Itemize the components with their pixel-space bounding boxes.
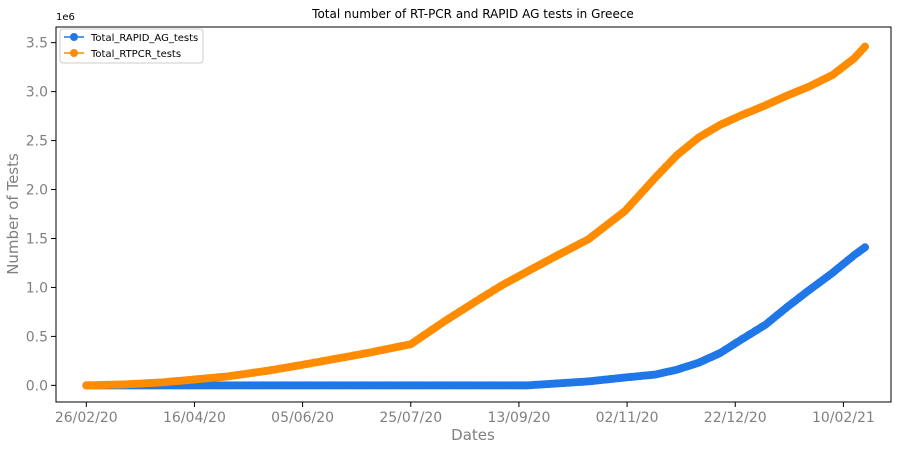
x-tick-label: 05/06/20 bbox=[271, 410, 334, 426]
x-tick-label: 25/07/20 bbox=[379, 410, 442, 426]
legend-marker-rapid bbox=[70, 33, 78, 41]
x-tick-label: 16/04/20 bbox=[163, 410, 226, 426]
y-tick-label: 2.0 bbox=[26, 183, 48, 199]
y-tick-label: 2.5 bbox=[26, 134, 48, 150]
data-point bbox=[861, 42, 869, 51]
x-axis-label: Dates bbox=[451, 426, 495, 444]
series-Total_RTPCR_tests bbox=[82, 42, 869, 390]
legend-box bbox=[59, 28, 204, 64]
x-tick-label: 02/11/20 bbox=[596, 410, 659, 426]
series-layer bbox=[82, 42, 869, 390]
y-tick-label: 3.0 bbox=[26, 85, 48, 101]
y-tick-label: 3.5 bbox=[26, 36, 48, 52]
x-tick-label: 13/09/20 bbox=[487, 410, 550, 426]
legend-label-rapid: Total_RAPID_AG_tests bbox=[90, 33, 198, 44]
y-axis: 0.0 0.5 1.0 1.5 2.0 2.5 3.0 3.5 bbox=[26, 36, 56, 394]
legend-label-rtpcr: Total_RTPCR_tests bbox=[90, 49, 181, 60]
y-tick-label: 1.5 bbox=[26, 231, 48, 247]
x-tick-label: 26/02/20 bbox=[55, 410, 118, 426]
y-axis-label: Number of Tests bbox=[4, 153, 22, 275]
x-tick-label: 22/12/20 bbox=[704, 410, 767, 426]
legend: Total_RAPID_AG_tests Total_RTPCR_tests bbox=[59, 28, 204, 64]
y-tick-label: 1.0 bbox=[26, 280, 48, 296]
y-tick-label: 0.0 bbox=[26, 378, 48, 394]
y-offset-label: 1e6 bbox=[56, 12, 75, 23]
data-point bbox=[861, 243, 869, 252]
legend-marker-rtpcr bbox=[70, 49, 78, 57]
plot-area bbox=[55, 26, 892, 403]
y-tick-label: 0.5 bbox=[26, 329, 48, 345]
x-tick-label: 10/02/21 bbox=[812, 410, 875, 426]
x-axis: 26/02/20 16/04/20 05/06/20 25/07/20 13/09/20… bbox=[55, 402, 875, 426]
chart-title: Total number of RT-PCR and RAPID AG test… bbox=[311, 7, 634, 21]
